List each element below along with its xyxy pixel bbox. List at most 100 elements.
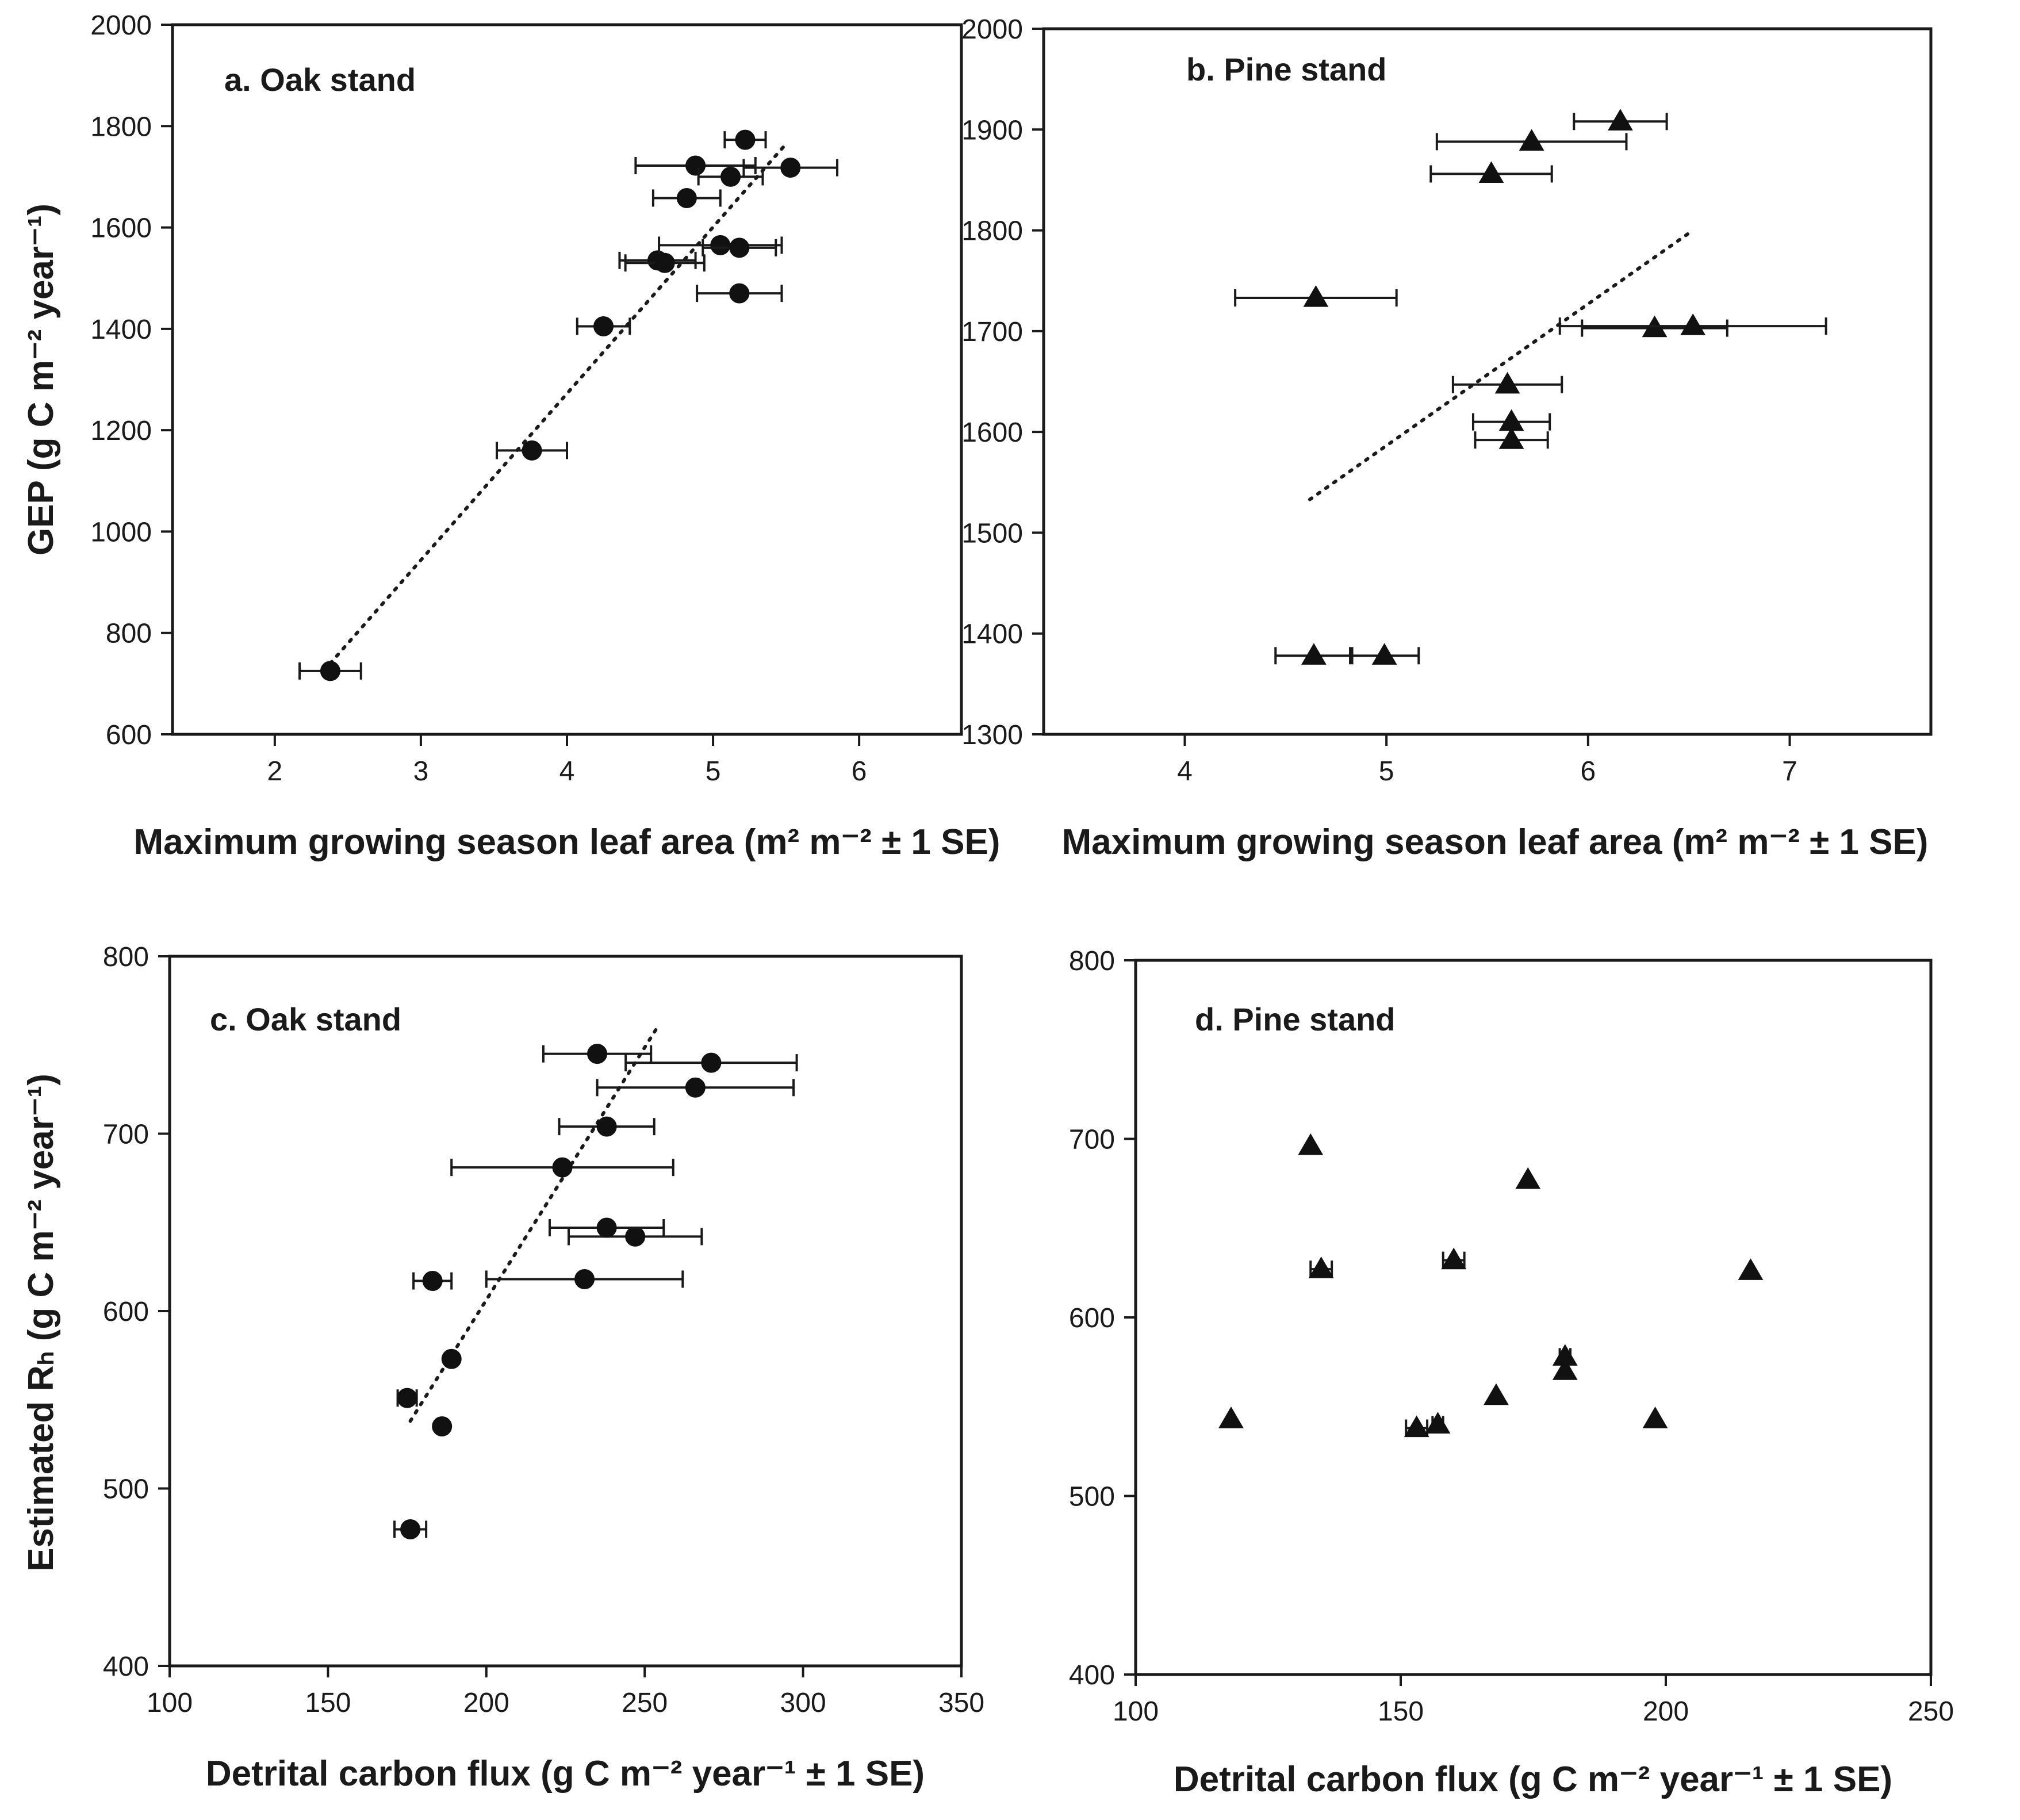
data-point: [574, 1269, 595, 1289]
data-point: [1642, 1406, 1668, 1428]
y-tick-label: 700: [103, 1120, 149, 1150]
data-point: [701, 1052, 722, 1073]
regression-line: [328, 142, 788, 665]
x-tick-label: 200: [1643, 1696, 1689, 1727]
y-tick-label: 1600: [961, 417, 1023, 448]
y-axis-label: Estimated Rₕ (g C m⁻² year⁻¹): [21, 1074, 61, 1572]
data-point: [552, 1157, 573, 1178]
x-tick-label: 5: [1379, 756, 1394, 787]
y-tick-label: 500: [103, 1474, 149, 1505]
data-point: [1608, 109, 1633, 131]
panel-b: 4 5 6 7 1300 1400 1500 1600 1700 1800 1900 2000 b. P…: [961, 14, 1933, 862]
x-axis-label: Maximum growing season leaf area (m² m⁻²…: [1062, 822, 1929, 862]
y-tick-label: 800: [1069, 946, 1115, 976]
y-tick-label: 2000: [90, 10, 152, 41]
y-tick-label: 600: [1069, 1303, 1115, 1334]
x-axis-label: Detrital carbon flux (g C m⁻² year⁻¹ ± 1…: [206, 1754, 925, 1794]
data-point: [432, 1416, 453, 1437]
x-tick-label: 5: [706, 756, 721, 787]
data-point: [1303, 285, 1329, 307]
data-point: [320, 661, 340, 681]
y-axis-label: GEP (g C m⁻² year⁻¹): [21, 204, 61, 555]
data-point: [1425, 1412, 1451, 1434]
regression-line: [1308, 228, 1695, 501]
data-point: [729, 283, 750, 304]
data-point: [593, 316, 614, 336]
x-tick-label: 4: [1177, 756, 1193, 787]
data-point: [596, 1116, 617, 1137]
y-tick-label: 1400: [961, 619, 1023, 650]
data-point: [400, 1519, 421, 1539]
data-point: [1371, 643, 1397, 665]
x-tick-label: 250: [1908, 1696, 1954, 1727]
x-tick-label: 6: [1580, 756, 1596, 787]
data-point: [735, 129, 756, 150]
data-point: [1301, 643, 1327, 665]
y-tick-label: 800: [106, 619, 152, 649]
data-point: [1441, 1247, 1467, 1270]
x-tick-label: 7: [1782, 756, 1797, 787]
plot-frame: [171, 23, 963, 736]
y-tick-label: 1800: [961, 216, 1023, 247]
data-point: [1680, 313, 1706, 335]
x-tick-label: 2: [267, 756, 283, 787]
x-tick-label: 3: [413, 756, 429, 787]
data-point: [685, 1077, 706, 1098]
data-point: [729, 237, 750, 258]
panel-title: d. Pine stand: [1195, 1001, 1396, 1037]
y-tick-label: 2000: [961, 14, 1023, 45]
y-tick-label: 1000: [90, 517, 152, 547]
data-point: [685, 155, 706, 176]
data-point: [441, 1348, 462, 1369]
data-point: [1738, 1258, 1764, 1280]
panel-title: b. Pine stand: [1186, 51, 1387, 87]
data-point: [1218, 1406, 1244, 1428]
data-point: [780, 158, 801, 178]
data-point: [587, 1044, 608, 1064]
x-tick-label: 350: [938, 1688, 984, 1718]
data-point: [1308, 1256, 1334, 1278]
data-point: [1484, 1383, 1509, 1405]
data-point: [625, 1226, 646, 1247]
y-tick-label: 400: [1069, 1660, 1115, 1691]
data-point: [422, 1271, 443, 1292]
data-point: [1298, 1133, 1324, 1155]
panel-c: 100 150 200 250 300 350 400 500 600 700 800 c. Oak …: [21, 942, 984, 1794]
plot-frame: [168, 955, 963, 1668]
data-point: [1515, 1167, 1541, 1189]
y-tick-label: 700: [1069, 1125, 1115, 1155]
y-tick-label: 800: [103, 942, 149, 972]
x-tick-label: 250: [622, 1688, 668, 1718]
panel-d: 100 150 200 250 400 500 600 700 800 d. Pine stand…: [1069, 946, 1954, 1799]
data-point: [596, 1217, 617, 1238]
y-tick-label: 1400: [90, 315, 152, 345]
data-point: [1404, 1415, 1429, 1438]
y-tick-label: 1300: [961, 720, 1023, 750]
data-point: [397, 1388, 417, 1408]
data-point: [1478, 161, 1504, 183]
y-tick-label: 1200: [90, 416, 152, 446]
data-point: [1494, 371, 1520, 394]
y-tick-label: 1600: [90, 213, 152, 244]
x-tick-label: 100: [147, 1688, 193, 1718]
data-point: [522, 440, 542, 461]
data-point: [720, 166, 741, 187]
panel-title: c. Oak stand: [210, 1001, 401, 1037]
y-tick-label: 1500: [961, 518, 1023, 549]
data-point: [1519, 129, 1544, 151]
plot-frame: [1042, 27, 1933, 736]
plot-frame: [1134, 959, 1933, 1676]
x-tick-label: 6: [852, 756, 867, 787]
x-tick-label: 150: [1378, 1696, 1424, 1727]
y-tick-label: 1700: [961, 317, 1023, 347]
data-point: [710, 235, 731, 255]
data-point: [654, 252, 675, 273]
y-tick-label: 600: [103, 1297, 149, 1327]
y-tick-label: 1900: [961, 115, 1023, 145]
y-tick-label: 500: [1069, 1482, 1115, 1512]
x-axis-label: Maximum growing season leaf area (m² m⁻²…: [134, 822, 1001, 862]
x-axis-label: Detrital carbon flux (g C m⁻² year⁻¹ ± 1…: [1174, 1760, 1892, 1799]
x-tick-label: 4: [559, 756, 575, 787]
x-tick-label: 100: [1113, 1696, 1159, 1727]
